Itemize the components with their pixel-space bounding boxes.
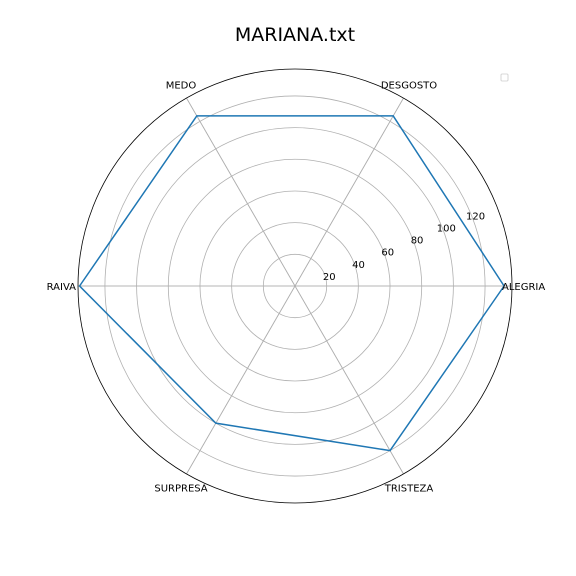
category-label-surpresa: SURPRESA [154,483,207,494]
category-labels: ALEGRIA DESGOSTO MEDO RAIVA SURPRESA TRISTEZA [47,81,546,495]
r-tick-label-40: 40 [352,260,365,271]
spoke-5 [186,97,404,475]
category-label-medo: MEDO [166,81,197,92]
category-label-raiva: RAIVA [47,282,77,293]
r-tick-label-60: 60 [381,248,394,259]
r-tick-label-100: 100 [437,223,456,234]
chart-title: MARIANA.txt [235,24,355,46]
category-label-tristeza: TRISTEZA [384,483,434,494]
r-tick-label-80: 80 [411,236,424,247]
polar-frame [77,68,513,504]
radial-tick-labels: 20 40 60 80 100 120 [323,211,485,283]
r-tick-label-20: 20 [323,272,336,283]
legend [500,73,509,82]
r-tick-label-120: 120 [466,211,485,222]
category-label-desgosto: DESGOSTO [381,81,437,92]
series-layer [78,115,505,452]
category-label-alegria: ALEGRIA [502,282,545,293]
radial-grid [77,68,513,504]
